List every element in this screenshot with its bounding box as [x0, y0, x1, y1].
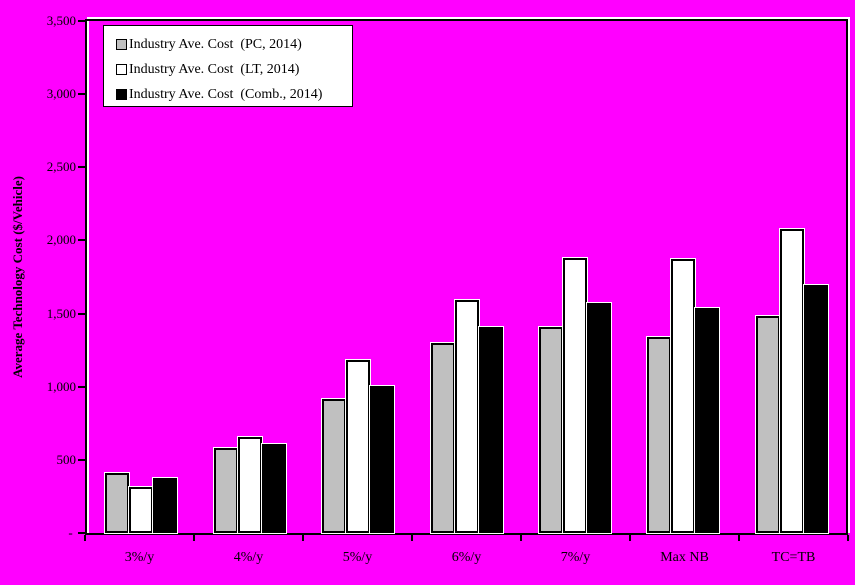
x-axis-category-label: 6%/y [451, 550, 482, 565]
bar-industry-ave-cost-lt-2014--1 [238, 437, 262, 533]
legend-label-pc: Industry Ave. Cost (PC, 2014) [129, 36, 302, 52]
x-axis-tick [738, 535, 740, 541]
legend-label-comb: Industry Ave. Cost (Comb., 2014) [129, 86, 323, 102]
y-axis-tick-label: 2,000 [46, 232, 76, 247]
y-axis-tick-label: 1,500 [46, 306, 76, 321]
legend-label-lt: Industry Ave. Cost (LT, 2014) [129, 61, 300, 77]
y-axis-tick-label: 3,000 [46, 86, 76, 101]
bar-industry-ave-cost-lt-2014--2 [346, 360, 370, 533]
legend: Industry Ave. Cost (PC, 2014) Industry A… [103, 25, 353, 107]
y-axis-tick [78, 166, 85, 168]
y-axis-tick [78, 313, 85, 315]
legend-item-lt: Industry Ave. Cost (LT, 2014) [116, 57, 352, 82]
y-axis-tick-label: 1,000 [46, 379, 76, 394]
plot-area [85, 19, 848, 535]
bar-industry-ave-cost-comb-2014--1 [262, 444, 286, 533]
legend-swatch-lt-icon [116, 64, 127, 75]
y-axis-tick [78, 532, 85, 534]
x-axis-tick [847, 535, 849, 541]
bar-industry-ave-cost-pc-2014--0 [105, 473, 129, 533]
bar-industry-ave-cost-pc-2014--3 [431, 343, 455, 533]
legend-item-pc: Industry Ave. Cost (PC, 2014) [116, 32, 352, 57]
x-axis-tick [84, 535, 86, 541]
legend-swatch-pc-icon [116, 39, 127, 50]
y-axis-tick [78, 239, 85, 241]
x-axis-category-label: TC=TB [771, 550, 816, 565]
y-axis-tick-label: 3,500 [46, 13, 76, 28]
bar-industry-ave-cost-pc-2014--4 [539, 327, 563, 533]
legend-item-comb: Industry Ave. Cost (Comb., 2014) [116, 82, 352, 107]
bar-industry-ave-cost-comb-2014--2 [370, 386, 394, 533]
bar-industry-ave-cost-lt-2014--5 [671, 259, 695, 533]
y-axis-tick [78, 93, 85, 95]
x-axis-category-label: 4%/y [233, 550, 264, 565]
bar-industry-ave-cost-comb-2014--0 [153, 478, 177, 533]
bar-industry-ave-cost-comb-2014--6 [804, 285, 828, 533]
legend-swatch-comb-icon [116, 89, 127, 100]
bar-industry-ave-cost-comb-2014--3 [479, 327, 503, 533]
bar-industry-ave-cost-lt-2014--3 [455, 300, 479, 533]
bar-industry-ave-cost-comb-2014--5 [695, 308, 719, 533]
y-axis-tick-label: 2,500 [46, 159, 76, 174]
x-axis-category-label: 3%/y [124, 550, 155, 565]
bar-industry-ave-cost-lt-2014--6 [780, 229, 804, 533]
y-axis-title: Average Technology Cost ($/Vehicle) [10, 176, 25, 378]
x-axis-category-label: 5%/y [342, 550, 373, 565]
bar-industry-ave-cost-comb-2014--4 [587, 303, 611, 533]
bar-industry-ave-cost-pc-2014--6 [756, 316, 780, 533]
bar-industry-ave-cost-lt-2014--0 [129, 487, 153, 533]
x-axis-tick [411, 535, 413, 541]
x-axis-category-label: Max NB [660, 550, 709, 565]
x-axis-category-label: 7%/y [560, 550, 591, 565]
bar-industry-ave-cost-pc-2014--5 [647, 337, 671, 533]
y-axis-tick-label: - [68, 525, 76, 540]
x-axis-tick [193, 535, 195, 541]
bar-industry-ave-cost-pc-2014--2 [322, 399, 346, 533]
y-axis-tick [78, 459, 85, 461]
y-axis-tick [78, 20, 85, 22]
bar-industry-ave-cost-pc-2014--1 [214, 448, 238, 533]
x-axis-tick [629, 535, 631, 541]
x-axis-tick [520, 535, 522, 541]
y-axis-tick [78, 386, 85, 388]
x-axis-tick [302, 535, 304, 541]
y-axis-tick-label: 500 [56, 452, 77, 467]
bar-industry-ave-cost-lt-2014--4 [563, 258, 587, 533]
